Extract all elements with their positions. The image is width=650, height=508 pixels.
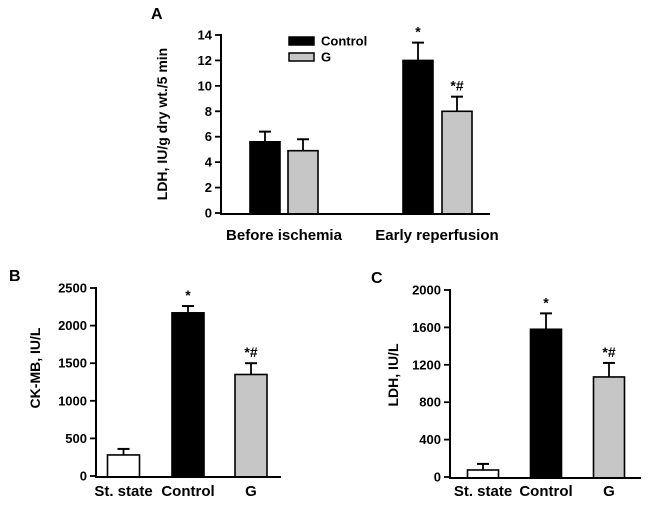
y-tick-label: 2000 [412,283,441,298]
panel-label: A [151,6,163,23]
x-category-label: Before ischemia [226,227,343,244]
x-category-label: G [603,483,615,500]
y-tick-label: 4 [205,155,213,170]
y-tick-label: 0 [205,206,212,221]
y-tick-label: 1600 [412,320,441,335]
y-tick-label: 1500 [58,356,87,371]
bar-B-G [234,373,268,478]
legend-label: Control [321,34,367,49]
bar-C-Control [529,328,563,479]
x-category-label: St. state [94,483,152,500]
y-tick-label: 1200 [412,357,441,372]
y-tick-label: 14 [198,28,213,43]
x-category-label: Control [519,483,572,500]
panel-label: C [371,270,383,287]
bar-B-Control [171,312,205,478]
y-tick-label: 400 [419,432,441,447]
y-tick-label: 800 [419,395,441,410]
y-tick-label: 2000 [58,318,87,333]
x-category-label: Control [161,483,214,500]
y-axis-label: LDH, IU/g dry wt./5 min [154,48,170,200]
x-category-label: G [245,483,257,500]
legend-swatch-G [288,52,315,62]
y-axis-label: CK-MB, IU/L [27,327,43,408]
significance-annotation: *# [450,78,463,94]
legend-label: G [321,50,331,65]
y-tick-label: 1000 [58,393,87,408]
y-tick-label: 8 [205,104,212,119]
y-tick-label: 500 [65,431,87,446]
x-category-label: St. state [454,483,512,500]
significance-annotation: *# [602,344,615,360]
legend-swatch-Control [288,36,315,46]
y-tick-label: 0 [80,469,87,484]
y-tick-label: 6 [205,129,212,144]
y-tick-label: 10 [198,78,212,93]
y-tick-label: 12 [198,53,212,68]
panel-label: B [9,268,21,285]
bar-A-Early reperfusion-G [441,110,473,215]
bar-A-Before ischemia-G [287,149,319,215]
x-category-label: Early reperfusion [375,227,498,244]
bar-C-St. state [466,469,500,479]
y-tick-label: 2500 [58,281,87,296]
y-tick-label: 2 [205,180,212,195]
y-axis-label: LDH, IU/L [385,343,401,406]
y-tick-label: 0 [434,470,441,485]
significance-annotation: * [185,287,191,303]
bar-B-St. state [106,454,141,478]
significance-annotation: * [543,294,549,310]
significance-annotation: * [415,24,421,40]
bar-C-G [592,376,626,479]
bar-A-Before ischemia-Control [249,141,281,215]
bar-A-Early reperfusion-Control [402,59,434,215]
significance-annotation: *# [244,344,257,360]
